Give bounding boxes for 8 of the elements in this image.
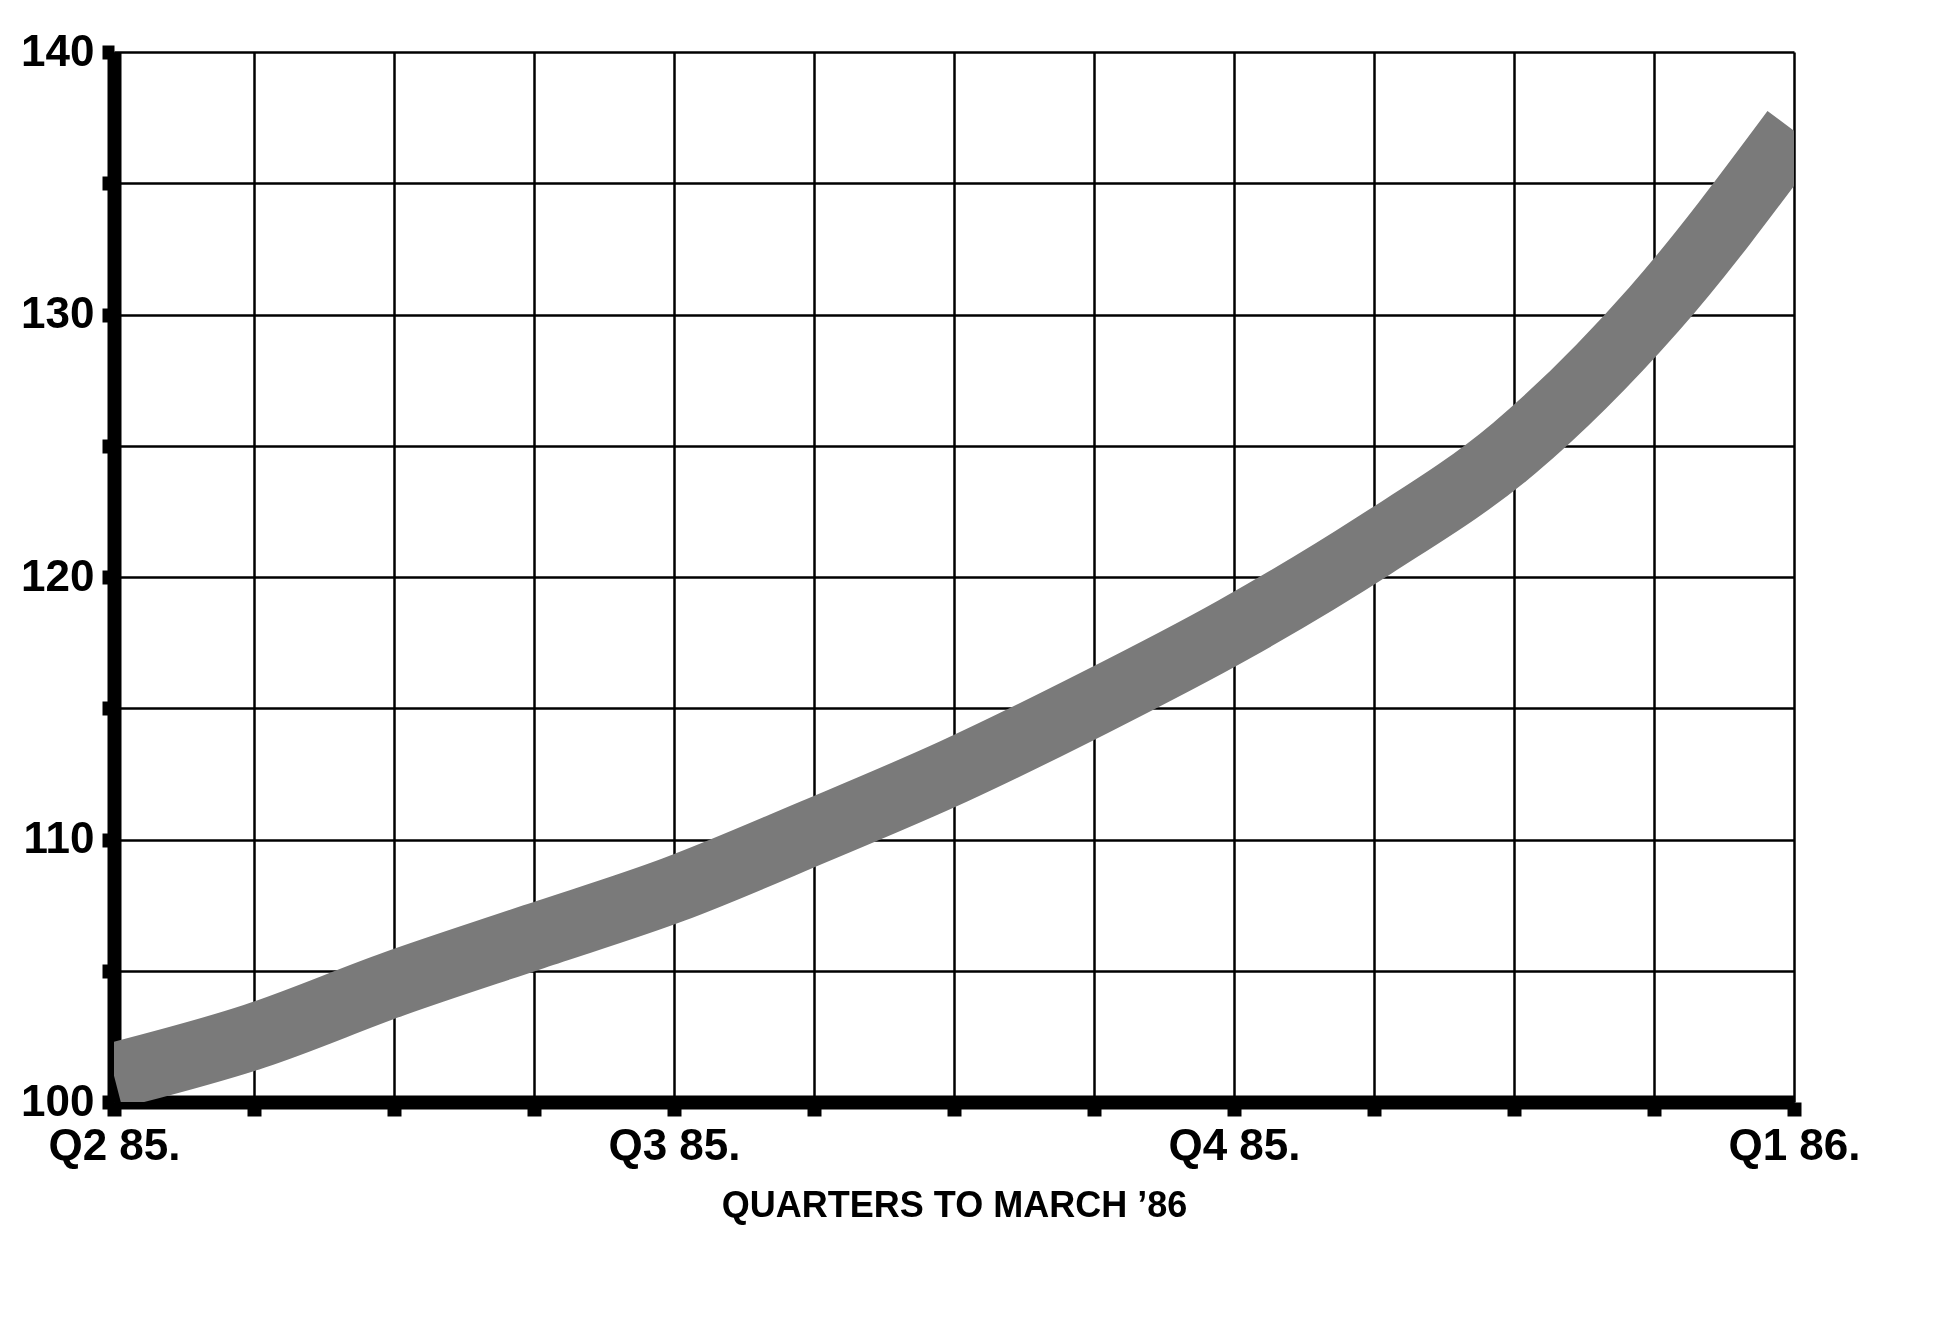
y-tick-label: 130 [21, 288, 95, 337]
x-tick-label: Q3 85. [608, 1119, 741, 1169]
y-tick-label: 120 [21, 550, 95, 600]
x-axis-title: QUARTERS TO MARCH ’86 [721, 1183, 1188, 1225]
x-tick-label: Q4 85. [1168, 1119, 1301, 1169]
x-tick-label: Q1 86. [1728, 1119, 1861, 1169]
y-tick-label: 140 [21, 25, 95, 75]
y-tick-label: 110 [23, 813, 95, 862]
